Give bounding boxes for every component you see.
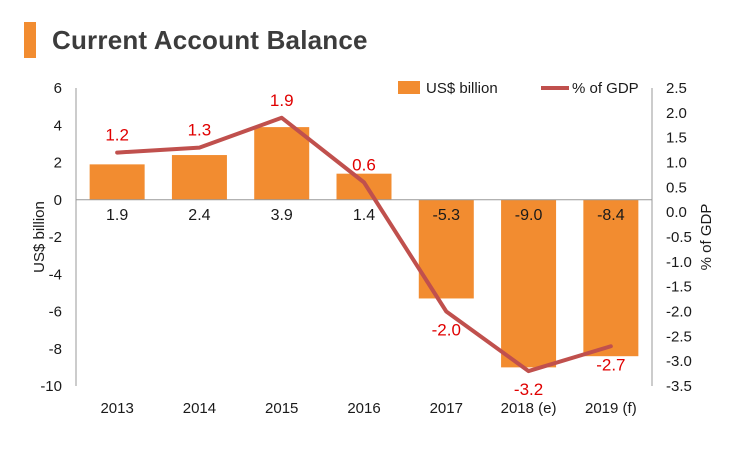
bar-value-label: 2.4 xyxy=(188,207,210,224)
y-tick-label: -4 xyxy=(49,266,62,283)
bar-value-label: 1.9 xyxy=(106,207,128,224)
y2-axis-title: % of GDP xyxy=(698,204,715,271)
y2-tick-label: 0.5 xyxy=(666,179,687,196)
line-value-label: 1.9 xyxy=(270,91,294,110)
line-value-label: -2.7 xyxy=(596,355,625,374)
x-tick-label: 2016 xyxy=(347,400,380,417)
bar-value-label: -5.3 xyxy=(432,207,460,224)
y2-tick-label: -2.0 xyxy=(666,304,692,321)
chart-title: Current Account Balance xyxy=(52,24,368,55)
bar-value-label: -9.0 xyxy=(515,207,543,224)
legend-label-bar: US$ billion xyxy=(426,80,498,97)
gdp-line xyxy=(115,115,613,374)
bar-value-label: -8.4 xyxy=(597,207,625,224)
y2-tick-label: -3.5 xyxy=(666,378,692,395)
chart-title-block: Current Account Balance xyxy=(24,22,368,58)
bar-value-label: 3.9 xyxy=(271,207,293,224)
y2-tick-label: 0.0 xyxy=(666,204,687,221)
x-tick-label: 2013 xyxy=(100,400,133,417)
y-tick-label: -8 xyxy=(49,341,62,358)
x-tick-label: 2014 xyxy=(183,400,216,417)
legend-swatch-bar xyxy=(398,81,420,94)
bar xyxy=(583,199,639,357)
y-tick-label: 4 xyxy=(54,117,62,134)
y-tick-label: -2 xyxy=(49,229,62,246)
y-tick-label: 0 xyxy=(54,192,62,209)
line-value-label: 1.3 xyxy=(188,121,212,140)
legend-label-line: % of GDP xyxy=(572,80,639,97)
y-axis-title: US$ billion xyxy=(31,201,48,273)
line-value-label: -3.2 xyxy=(514,380,543,399)
line-value-label: -2.0 xyxy=(432,321,461,340)
x-tick-label: 2015 xyxy=(265,400,298,417)
y2-tick-label: 1.5 xyxy=(666,130,687,147)
y2-tick-label: -2.5 xyxy=(666,328,692,345)
y2-tick-label: 2.5 xyxy=(666,80,687,97)
y2-tick-label: 1.0 xyxy=(666,155,687,172)
x-tick-label: 2018 (e) xyxy=(501,400,557,417)
bar xyxy=(336,173,392,200)
y2-tick-label: -0.5 xyxy=(666,229,692,246)
y-tick-label: -10 xyxy=(40,378,62,395)
y2-tick-label: 2.0 xyxy=(666,105,687,122)
y2-tick-label: -3.0 xyxy=(666,353,692,370)
y2-tick-label: -1.5 xyxy=(666,279,692,296)
x-tick-label: 2017 xyxy=(430,400,463,417)
x-tick-label: 2019 (f) xyxy=(585,400,637,417)
bar-value-label: 1.4 xyxy=(353,207,375,224)
bar xyxy=(171,155,227,200)
y2-tick-label: -1.0 xyxy=(666,254,692,271)
y-tick-label: -6 xyxy=(49,304,62,321)
y-tick-label: 6 xyxy=(54,80,62,97)
y-tick-label: 2 xyxy=(54,155,62,172)
bar xyxy=(89,164,145,200)
line-value-label: 1.2 xyxy=(105,126,129,145)
bar xyxy=(501,199,557,368)
bar xyxy=(254,127,310,200)
line-value-label: 0.6 xyxy=(352,155,376,174)
title-accent-bar xyxy=(24,22,36,58)
